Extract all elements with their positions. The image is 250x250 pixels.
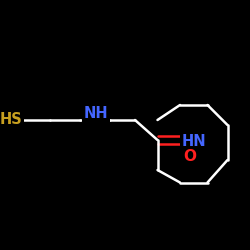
Text: O: O [184, 149, 196, 164]
Text: HN: HN [182, 134, 206, 149]
Text: HS: HS [0, 112, 22, 128]
Text: NH: NH [84, 106, 108, 121]
